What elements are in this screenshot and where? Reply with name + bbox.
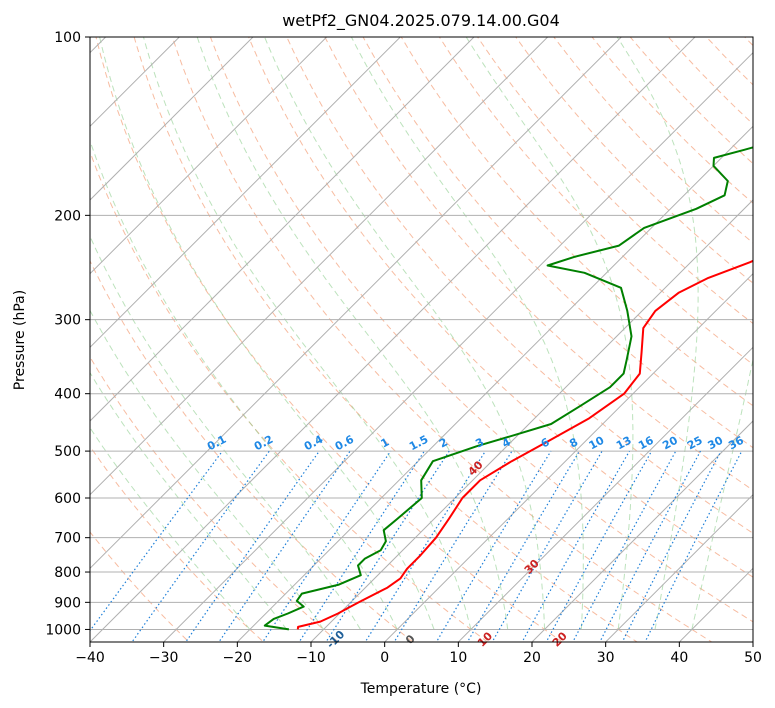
mixing-ratio-line bbox=[466, 450, 580, 642]
dry-adiabat bbox=[90, 445, 265, 642]
x-tick-label: 0 bbox=[380, 650, 389, 666]
isotherm-line bbox=[90, 37, 254, 201]
mixing-ratio-line bbox=[298, 450, 425, 642]
dry-adiabat bbox=[209, 37, 753, 623]
isotherm-line bbox=[90, 37, 402, 349]
y-tick-label: 300 bbox=[54, 313, 81, 329]
y-tick-label: 200 bbox=[54, 208, 81, 224]
dry-adiabat bbox=[591, 37, 753, 204]
dry-adiabat bbox=[438, 37, 753, 366]
mixing-ratio-label: 30 bbox=[706, 434, 726, 453]
background-lines bbox=[90, 37, 753, 642]
dry-adiabat bbox=[667, 37, 753, 125]
moist-adiabat bbox=[90, 426, 251, 630]
isotherm-line bbox=[531, 420, 753, 642]
moist-adiabat bbox=[616, 37, 699, 630]
mixing-ratio-line bbox=[572, 450, 677, 642]
moist-adiabat bbox=[90, 234, 361, 630]
moist-adiabat bbox=[350, 37, 584, 630]
profile-line bbox=[263, 146, 753, 631]
mixing-ratio-label: 20 bbox=[660, 434, 680, 453]
x-tick-label: −40 bbox=[75, 650, 105, 666]
dry-adiabat bbox=[324, 37, 753, 491]
moist-adiabat bbox=[90, 371, 288, 630]
dry-adiabat bbox=[286, 37, 753, 534]
dry-adiabat bbox=[171, 37, 713, 642]
dry-adiabat bbox=[553, 37, 753, 244]
y-tick-label: 1000 bbox=[45, 622, 81, 638]
mixing-ratio-label: 36 bbox=[726, 434, 746, 453]
x-tick-label: −20 bbox=[223, 650, 253, 666]
mixing-ratio-line bbox=[491, 450, 603, 642]
isotherm-line bbox=[90, 37, 475, 422]
isotherm-line bbox=[383, 272, 753, 642]
isotherm-line bbox=[310, 199, 753, 642]
x-tick-label: −30 bbox=[149, 650, 179, 666]
y-tick-label: 800 bbox=[54, 565, 81, 581]
chart-title: wetPf2_GN04.2025.079.14.00.G04 bbox=[282, 11, 560, 31]
moist-adiabat bbox=[264, 37, 546, 630]
dry-adiabat bbox=[90, 150, 489, 642]
x-axis-label: Temperature (°C) bbox=[360, 681, 482, 697]
mixing-ratio-label: 16 bbox=[636, 434, 656, 453]
mixing-ratio-line bbox=[545, 450, 653, 642]
isotherm-line bbox=[162, 51, 753, 642]
mixing-ratio-line bbox=[393, 450, 513, 642]
mixing-ratio-line bbox=[435, 450, 552, 642]
plot-frame bbox=[89, 36, 754, 643]
dry-adiabat bbox=[629, 37, 753, 165]
mixing-ratio-label: 13 bbox=[614, 434, 634, 453]
moist-adiabat bbox=[143, 37, 472, 630]
dry-adiabat bbox=[248, 37, 753, 578]
y-tick-label: 600 bbox=[54, 491, 81, 507]
axis-ticks: −40 −30 −20 −10 0 10 20 30 40 50 100 200 300 400 500 60… bbox=[45, 30, 762, 666]
moist-adiabat bbox=[465, 37, 634, 630]
mixing-ratio-line bbox=[131, 450, 270, 642]
mixing-ratio-label: 25 bbox=[685, 434, 705, 453]
mixing-ratio-line bbox=[325, 450, 450, 642]
mixing-ratio-line bbox=[262, 450, 392, 642]
x-tick-label: 50 bbox=[744, 650, 762, 666]
x-tick-label: 20 bbox=[523, 650, 541, 666]
isotherm-line bbox=[90, 37, 328, 275]
mixing-ratio-line bbox=[364, 450, 486, 642]
moist-adiabat bbox=[99, 37, 435, 630]
moist-adiabat bbox=[196, 37, 509, 630]
y-axis-label: Pressure (hPa) bbox=[12, 290, 28, 390]
dry-adiabat bbox=[133, 37, 638, 642]
isotherm-line bbox=[457, 346, 753, 642]
y-tick-label: 900 bbox=[54, 595, 81, 611]
mixing-ratio-line bbox=[218, 450, 351, 642]
dry-adiabat bbox=[90, 259, 414, 642]
isotherm-line bbox=[90, 37, 549, 496]
y-tick-label: 700 bbox=[54, 531, 81, 547]
x-tick-label: 40 bbox=[670, 650, 688, 666]
x-tick-label: 10 bbox=[449, 650, 467, 666]
isotherm-line bbox=[90, 37, 181, 128]
isotherm-line bbox=[236, 125, 753, 642]
moist-adiabat bbox=[90, 139, 398, 630]
x-tick-label: 30 bbox=[597, 650, 615, 666]
profile-lines bbox=[263, 146, 753, 631]
x-tick-label: −10 bbox=[296, 650, 326, 666]
moist-adiabat bbox=[691, 357, 753, 630]
dry-adiabat bbox=[400, 37, 753, 407]
mixing-ratio-label: 10 bbox=[587, 434, 607, 453]
isotherm-line bbox=[604, 493, 753, 642]
dry-adiabat bbox=[90, 531, 190, 642]
isotherm-line bbox=[90, 37, 696, 642]
y-tick-label: 100 bbox=[54, 30, 81, 46]
y-tick-label: 400 bbox=[54, 387, 81, 403]
profile-line bbox=[296, 259, 753, 630]
moist-adiabat bbox=[90, 309, 324, 630]
dry-adiabat bbox=[95, 37, 564, 642]
y-tick-label: 500 bbox=[54, 444, 81, 460]
isotherm-line bbox=[90, 37, 623, 570]
mixing-ratio-line bbox=[599, 450, 702, 642]
